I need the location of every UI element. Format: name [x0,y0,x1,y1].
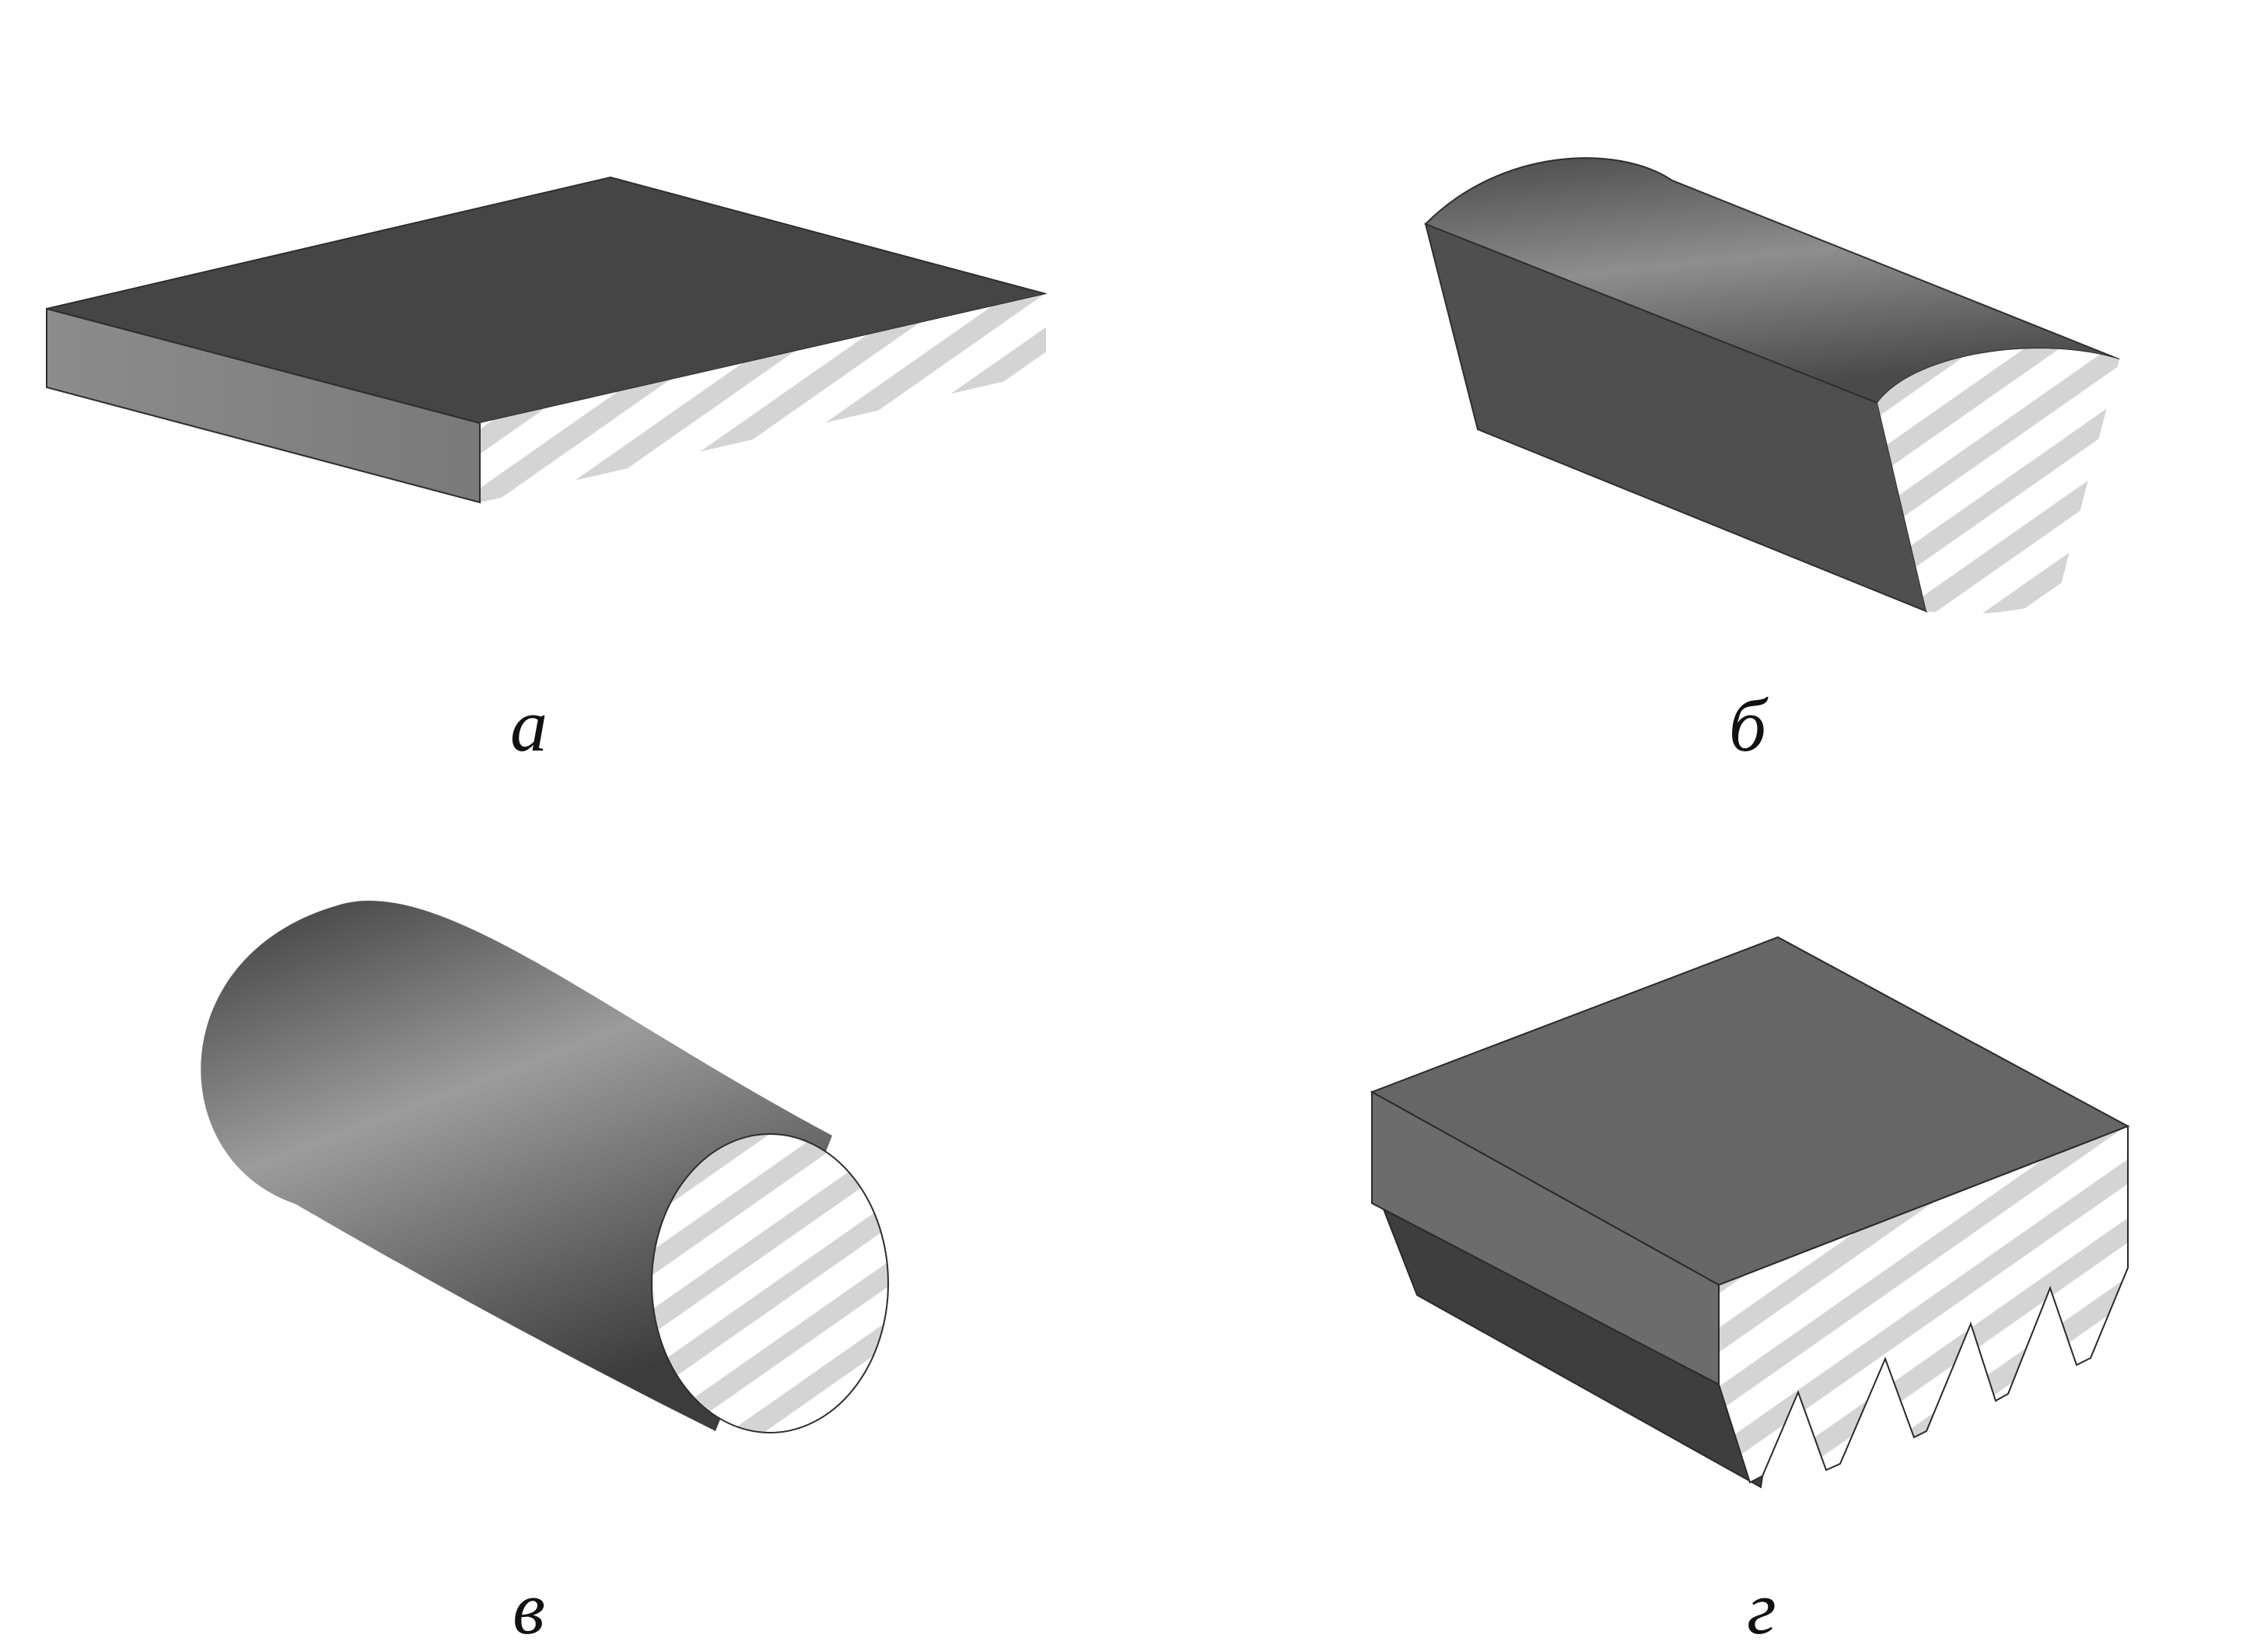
poly-v-belt-hatched-section [1718,1125,2129,1484]
caption-v: в [513,1566,545,1650]
poly-v-belt-section [1370,936,2130,1489]
round-belt-hatched-section [651,1133,889,1433]
v-belt-section [1424,157,2120,614]
round-belt-section [201,900,889,1433]
flat-belt-section [46,176,1047,504]
flat-belt-hatched-section [480,294,1046,502]
v-belt-hatched-section [1877,348,2119,614]
caption-a: а [510,684,548,767]
caption-b: б [1729,684,1769,767]
caption-g: г [1747,1566,1776,1650]
